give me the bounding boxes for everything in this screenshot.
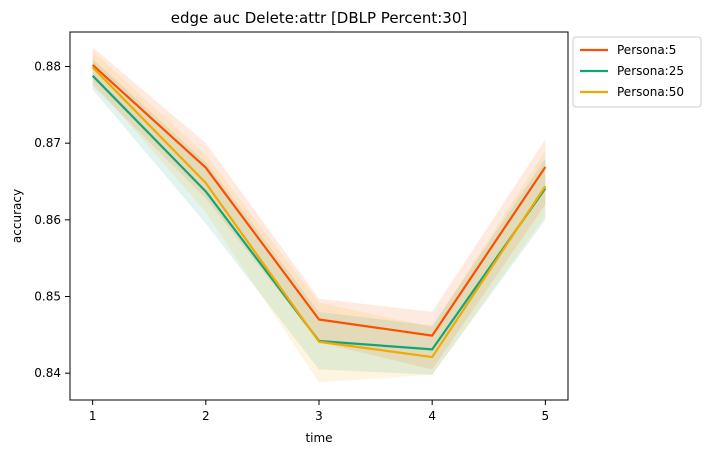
x-tick-label: 1 [89,409,97,423]
legend-label: Persona:50 [617,85,684,99]
legend-label: Persona:25 [617,64,684,78]
x-axis-ticks: 1 2 3 4 5 [89,400,549,423]
confidence-bands [92,47,546,383]
confidence-band [92,51,546,383]
series-line [91,64,547,337]
legend-box [572,36,702,108]
y-tick-label: 0.84 [34,366,61,380]
y-tick-label: 0.85 [34,290,61,304]
chart-title: edge auc Delete:attr [DBLP Percent:30] [171,9,468,27]
y-axis-label: accuracy [10,189,24,243]
series-lines [91,64,547,359]
y-tick-label: 0.86 [34,213,61,227]
y-tick-label: 0.87 [34,136,61,150]
legend-label: Persona:5 [617,43,676,57]
x-tick-label: 3 [315,409,323,423]
y-axis-ticks: 0.84 0.85 0.86 0.87 0.88 [34,60,70,380]
series-line [91,66,547,359]
y-tick-label: 0.88 [34,60,61,74]
legend: Persona:5 Persona:25 Persona:50 [572,36,702,108]
confidence-band [92,47,546,370]
x-tick-label: 4 [428,409,436,423]
x-tick-label: 2 [202,409,210,423]
x-tick-label: 5 [542,409,550,423]
x-axis-label: time [305,431,332,445]
